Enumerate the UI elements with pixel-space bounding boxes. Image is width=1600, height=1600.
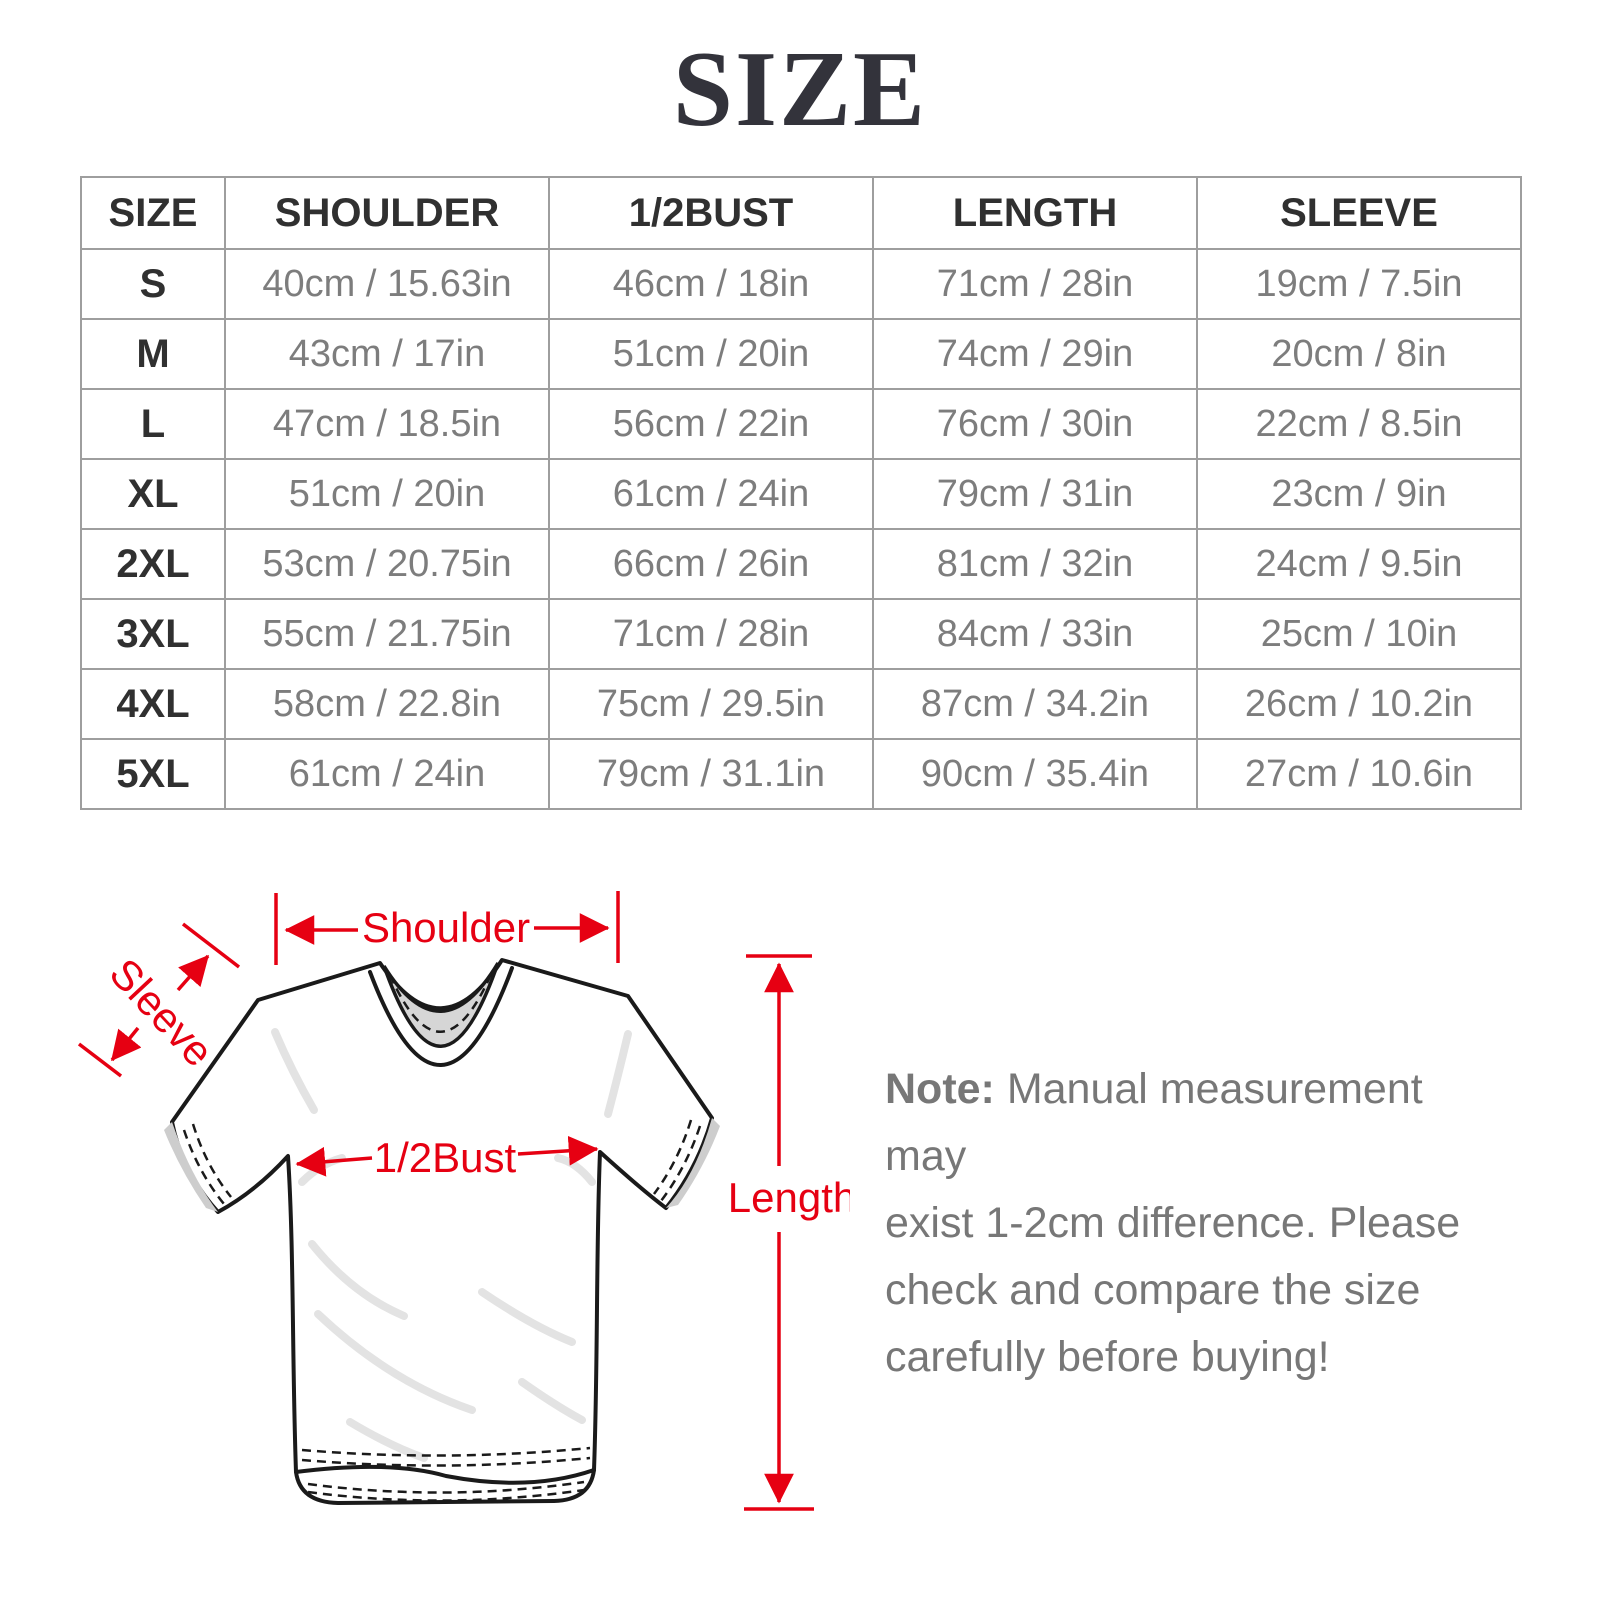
length-cell: 84cm / 33in (872, 598, 1198, 670)
bust-arrow-left (295, 1146, 373, 1177)
size-cell: S (80, 248, 226, 320)
bust-cell: 75cm / 29.5in (548, 668, 874, 740)
note-label: Note: (885, 1065, 995, 1113)
sleeve-cell: 26cm / 10.2in (1196, 668, 1522, 740)
bust-cell: 51cm / 20in (548, 318, 874, 390)
size-cell: M (80, 318, 226, 390)
shoulder-measure-annotation: Shoulder (274, 891, 620, 965)
size-cell: 3XL (80, 598, 226, 670)
col-header-sleeve: SLEEVE (1196, 176, 1522, 250)
length-cell: 79cm / 31in (872, 458, 1198, 530)
bust-measure-annotation: 1/2Bust (295, 1134, 599, 1181)
hem-stitching (301, 1456, 591, 1467)
shoulder-cell: 40cm / 15.63in (224, 248, 550, 320)
hem-band-stitching (307, 1480, 585, 1494)
bust-cell: 79cm / 31.1in (548, 738, 874, 810)
page-title: SIZE (672, 30, 928, 149)
tshirt-illustration (164, 958, 720, 1505)
table-row: 2XL 53cm / 20.75in 66cm / 26in 81cm / 32… (80, 528, 1522, 600)
col-header-bust: 1/2BUST (548, 176, 874, 250)
size-cell: 2XL (80, 528, 226, 600)
bust-cell: 66cm / 26in (548, 528, 874, 600)
measurement-note: Note: Manual measurement may exist 1-2cm… (885, 1056, 1515, 1391)
size-cell: L (80, 388, 226, 460)
sleeve-arrow-down (110, 1026, 142, 1062)
col-header-length: LENGTH (872, 176, 1198, 250)
sleeve-measure-annotation: Sleeve (77, 922, 241, 1078)
table-row: 4XL 58cm / 22.8in 75cm / 29.5in 87cm / 3… (80, 668, 1522, 740)
size-cell: XL (80, 458, 226, 530)
sleeve-measure-label: Sleeve (101, 949, 223, 1075)
sleeve-bottom-tick (77, 1042, 123, 1078)
sleeve-cell: 24cm / 9.5in (1196, 528, 1522, 600)
shoulder-cell: 58cm / 22.8in (224, 668, 550, 740)
shoulder-cell: 51cm / 20in (224, 458, 550, 530)
bust-measure-label: 1/2Bust (374, 1134, 517, 1181)
size-table: SIZE SHOULDER 1/2BUST LENGTH SLEEVE S 40… (80, 176, 1522, 810)
length-measure-annotation: Length (728, 954, 850, 1511)
shoulder-measure-label: Shoulder (362, 904, 530, 951)
table-row: 5XL 61cm / 24in 79cm / 31.1in 90cm / 35.… (80, 738, 1522, 810)
collar-band (382, 962, 500, 1048)
bust-cell: 56cm / 22in (548, 388, 874, 460)
length-cell: 87cm / 34.2in (872, 668, 1198, 740)
sleeve-cell: 20cm / 8in (1196, 318, 1522, 390)
tshirt-measurement-diagram: Shoulder Sleeve 1/2Bust Length (77, 891, 850, 1511)
shoulder-cell: 61cm / 24in (224, 738, 550, 810)
col-header-size: SIZE (80, 176, 226, 250)
sleeve-cell: 23cm / 9in (1196, 458, 1522, 530)
bust-arrow-right (517, 1135, 599, 1166)
length-measure-label: Length (728, 1174, 850, 1221)
note-line: carefully before buying! (885, 1333, 1330, 1381)
table-row: M 43cm / 17in 51cm / 20in 74cm / 29in 20… (80, 318, 1522, 390)
col-header-shoulder: SHOULDER (224, 176, 550, 250)
right-cuff-stitching (652, 1119, 693, 1195)
length-cell: 81cm / 32in (872, 528, 1198, 600)
collar-stitching (388, 971, 494, 1033)
bust-cell: 61cm / 24in (548, 458, 874, 530)
sleeve-cell: 22cm / 8.5in (1196, 388, 1522, 460)
length-cell: 74cm / 29in (872, 318, 1198, 390)
bust-cell: 71cm / 28in (548, 598, 874, 670)
sleeve-arrow-up (176, 954, 210, 992)
shoulder-cell: 47cm / 18.5in (224, 388, 550, 460)
left-cuff-shading (164, 1122, 218, 1212)
sleeve-cell: 27cm / 10.6in (1196, 738, 1522, 810)
hem-stitching (301, 1446, 591, 1457)
table-row: L 47cm / 18.5in 56cm / 22in 76cm / 30in … (80, 388, 1522, 460)
hem-fold-edge (294, 1464, 596, 1485)
table-row: 3XL 55cm / 21.75in 71cm / 28in 84cm / 33… (80, 598, 1522, 670)
shoulder-cell: 53cm / 20.75in (224, 528, 550, 600)
sleeve-cell: 19cm / 7.5in (1196, 248, 1522, 320)
front-neck-seam (368, 966, 514, 1067)
bust-cell: 46cm / 18in (548, 248, 874, 320)
sleeve-cell: 25cm / 10in (1196, 598, 1522, 670)
note-text: Manual measurement may (885, 1065, 1423, 1180)
right-cuff-shading (666, 1118, 720, 1208)
sleeve-top-tick (181, 922, 241, 969)
note-line: Note: Manual measurement may (885, 1056, 1515, 1190)
left-cuff-stitching (182, 1129, 225, 1205)
left-cuff-stitching (191, 1123, 232, 1198)
table-header-row: SIZE SHOULDER 1/2BUST LENGTH SLEEVE (80, 176, 1522, 250)
size-cell: 5XL (80, 738, 226, 810)
shoulder-cell: 43cm / 17in (224, 318, 550, 390)
size-cell: 4XL (80, 668, 226, 740)
table-row: S 40cm / 15.63in 46cm / 18in 71cm / 28in… (80, 248, 1522, 320)
note-line: check and compare the size (885, 1266, 1421, 1314)
length-cell: 76cm / 30in (872, 388, 1198, 460)
right-cuff-stitching (660, 1125, 702, 1202)
table-row: XL 51cm / 20in 61cm / 24in 79cm / 31in 2… (80, 458, 1522, 530)
length-cell: 90cm / 35.4in (872, 738, 1198, 810)
note-line: exist 1-2cm difference. Please (885, 1199, 1461, 1247)
length-cell: 71cm / 28in (872, 248, 1198, 320)
hem-band-stitching (307, 1488, 585, 1502)
shoulder-cell: 55cm / 21.75in (224, 598, 550, 670)
